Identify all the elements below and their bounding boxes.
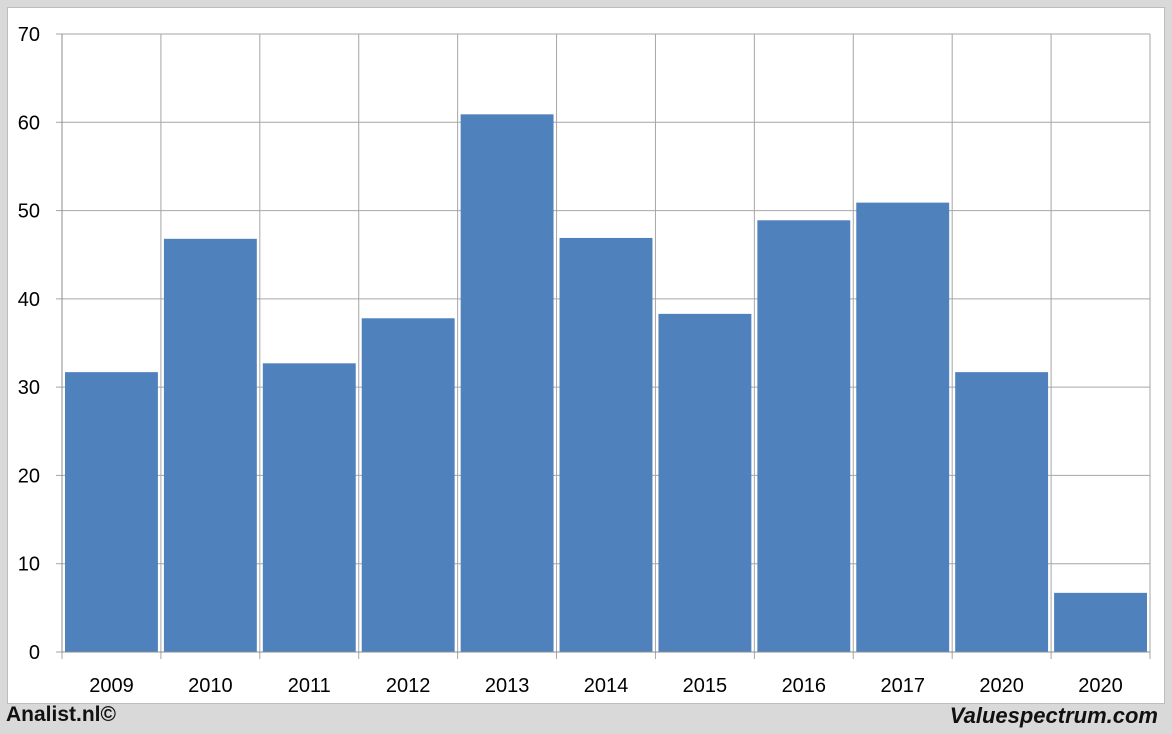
bar bbox=[559, 237, 653, 652]
y-tick-label: 20 bbox=[18, 465, 40, 487]
bar bbox=[658, 313, 752, 652]
y-tick-label: 30 bbox=[18, 377, 40, 399]
x-tick-label: 2011 bbox=[288, 675, 331, 697]
x-tick-label: 2017 bbox=[880, 675, 925, 697]
x-tick-label: 2012 bbox=[386, 675, 431, 697]
x-tick-label: 2010 bbox=[188, 675, 233, 697]
y-tick-label: 60 bbox=[18, 112, 40, 134]
y-tick-label: 0 bbox=[29, 642, 40, 664]
bar bbox=[856, 202, 950, 652]
source-credit: Analist.nl© bbox=[6, 703, 116, 726]
y-tick-label: 10 bbox=[18, 554, 40, 576]
y-tick-label: 50 bbox=[18, 201, 40, 223]
bar bbox=[361, 318, 455, 652]
bar bbox=[65, 372, 158, 652]
bar bbox=[955, 372, 1049, 652]
bar bbox=[1054, 592, 1147, 652]
y-tick-label: 70 bbox=[18, 24, 40, 46]
x-tick-label: 2015 bbox=[683, 675, 728, 697]
x-tick-label: 2013 bbox=[485, 675, 530, 697]
x-tick-label: 2020 bbox=[979, 675, 1024, 697]
x-tick-label: 2014 bbox=[584, 675, 629, 697]
bar bbox=[757, 220, 851, 653]
y-tick-label: 40 bbox=[18, 289, 40, 311]
bar bbox=[460, 114, 554, 653]
x-tick-label: 2009 bbox=[89, 675, 134, 697]
bar bbox=[262, 363, 356, 652]
site-credit: Valuespectrum.com bbox=[949, 703, 1158, 728]
x-tick-label: 2020 bbox=[1078, 675, 1123, 697]
bar bbox=[163, 238, 257, 652]
x-tick-label: 2016 bbox=[782, 675, 827, 697]
